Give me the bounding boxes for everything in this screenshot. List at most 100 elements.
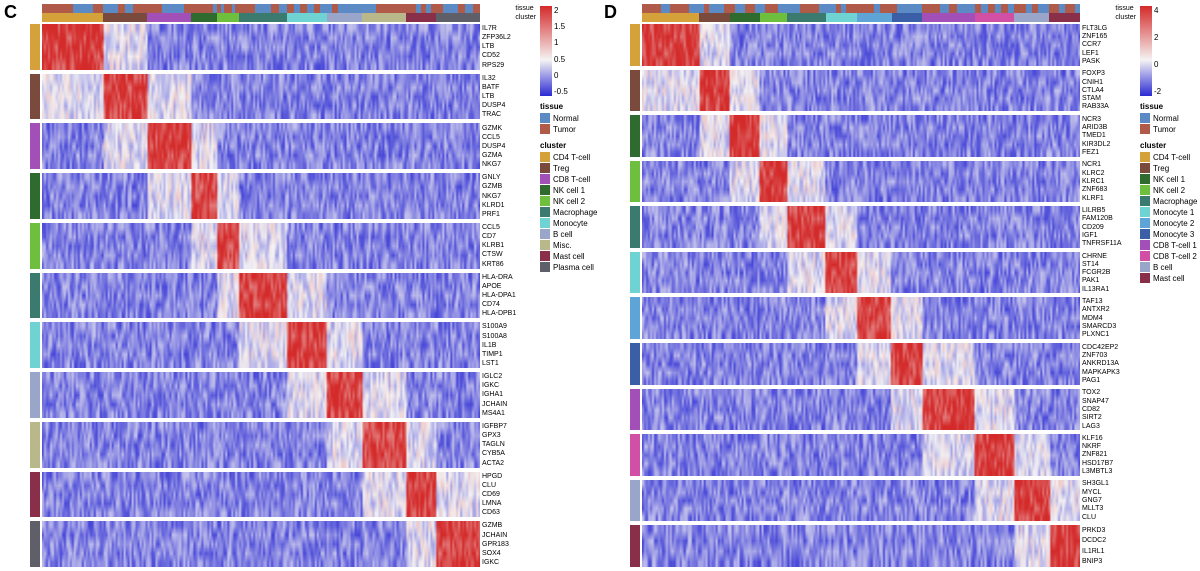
block-cluster-tag — [630, 24, 640, 66]
block-canvas: IGLC2IGKCIGHA1JCHAINMS4A1 — [42, 372, 480, 418]
block-canvas: NCR3ARID3BTMED1KIR3DL2FEZ1 — [642, 115, 1080, 157]
gene-label: HSD17B7 — [1082, 460, 1138, 467]
tissue-legend: tissueNormalTumor — [1140, 102, 1200, 135]
panel-label-c: C — [4, 2, 17, 23]
gene-label: HPGD — [482, 473, 538, 480]
annotation-rows: tissuecluster — [630, 4, 1080, 22]
gene-labels: NCR3ARID3BTMED1KIR3DL2FEZ1 — [1080, 115, 1138, 157]
block-cluster-tag — [630, 115, 640, 157]
gene-labels: FOXP3CNIH1CTLA4STAMRAB33A — [1080, 70, 1138, 112]
heatmap-block: TAF13ANTXR2MDM4SMARCD3PLXNC1 — [630, 297, 1080, 339]
legend-item: Monocyte 2 — [1140, 218, 1200, 228]
legend-item: CD4 T-cell — [540, 152, 600, 162]
cluster-annot-row — [42, 13, 480, 22]
gene-labels: GNLYGZMBNKG7KLRD1PRF1 — [480, 173, 538, 219]
gene-label: KLF16 — [1082, 435, 1138, 442]
legend-item: Monocyte — [540, 218, 600, 228]
block-cluster-tag — [30, 422, 40, 468]
gene-label: RPS29 — [482, 62, 538, 69]
gene-label: LILRB5 — [1082, 207, 1138, 214]
block-cluster-tag — [630, 161, 640, 203]
gene-label: HLA-DRA — [482, 274, 538, 281]
gene-label: RAB33A — [1082, 103, 1138, 110]
heatmap-block: NCR1KLRC2KLRC1ZNF683KLRF1 — [630, 161, 1080, 203]
gene-label: ZFP36L2 — [482, 34, 538, 41]
gene-labels: TOX2SNAP47CD82SIRT2LAG3 — [1080, 389, 1138, 431]
heatmap-block: LILRB5FAM120BCD209IGF1TNFRSF11A — [630, 206, 1080, 248]
gene-label: KLRD1 — [482, 202, 538, 209]
gene-label: GNLY — [482, 174, 538, 181]
gene-label: NKG7 — [482, 161, 538, 168]
gene-label: KLRF1 — [1082, 195, 1138, 202]
gene-label: CD52 — [482, 52, 538, 59]
legend-item: NK cell 2 — [540, 196, 600, 206]
heatmap-block: IGLC2IGKCIGHA1JCHAINMS4A1 — [30, 372, 480, 418]
block-cluster-tag — [30, 24, 40, 70]
heatmap-block: IGFBP7GPX3TAGLNCYB5AACTA2 — [30, 422, 480, 468]
cluster-legend: clusterCD4 T-cellTregNK cell 1NK cell 2M… — [1140, 141, 1200, 284]
heatmap-block: FOXP3CNIH1CTLA4STAMRAB33A — [630, 70, 1080, 112]
gene-label: ACTA2 — [482, 460, 538, 467]
gene-label: ZNF683 — [1082, 186, 1138, 193]
panel-c-content: tissuecluster IL7RZFP36L2LTBCD52RPS29IL32… — [30, 4, 600, 567]
block-cluster-tag — [630, 252, 640, 294]
gene-label: ZNF703 — [1082, 352, 1138, 359]
gene-label: JCHAIN — [482, 532, 538, 539]
heatmap-block: S100A9S100A8IL1BTIMP1LST1 — [30, 322, 480, 368]
block-cluster-tag — [630, 70, 640, 112]
gene-label: TAF13 — [1082, 298, 1138, 305]
gene-label: S100A8 — [482, 333, 538, 340]
heatmap-block: HLA-DRAAPOEHLA-DPA1CD74HLA-DPB1 — [30, 273, 480, 319]
block-cluster-tag — [630, 434, 640, 476]
block-cluster-tag — [30, 273, 40, 319]
gene-label: DUSP4 — [482, 143, 538, 150]
block-cluster-tag — [630, 343, 640, 385]
tissue-annot-row — [42, 4, 480, 13]
gene-label: TMED1 — [1082, 132, 1138, 139]
block-canvas: CDC42EP2ZNF703ANKRD13AMAPKAPK3PAG1 — [642, 343, 1080, 385]
gene-label: LEF1 — [1082, 50, 1138, 57]
heatmap-block: HPGDCLUCD69LMNACD63 — [30, 472, 480, 518]
heatmap-blocks: IL7RZFP36L2LTBCD52RPS29IL32BATFLTBDUSP4T… — [30, 24, 480, 567]
legend-item: Tumor — [540, 124, 600, 134]
gene-label: IGKC — [482, 559, 538, 566]
heatmap-block: PRKD3DCDC2IL1RL1BNIP3 — [630, 525, 1080, 567]
gene-label: TIMP1 — [482, 351, 538, 358]
gene-label: IGLC2 — [482, 373, 538, 380]
gene-label: CLU — [1082, 514, 1138, 521]
gene-label: HLA-DPB1 — [482, 310, 538, 317]
block-canvas: CCL5CD7KLRB1CTSWKRT86 — [42, 223, 480, 269]
gene-label: PRKD3 — [1082, 527, 1138, 534]
heatmap-c: tissuecluster IL7RZFP36L2LTBCD52RPS29IL32… — [30, 4, 480, 567]
legend-item: CD8 T-cell 2 — [1140, 251, 1200, 261]
block-cluster-tag — [30, 74, 40, 120]
heatmap-block: SH3GL1MYCLGNG7MLLT3CLU — [630, 480, 1080, 522]
annotation-rows: tissuecluster — [30, 4, 480, 22]
block-canvas: GZMKCCL5DUSP4GZMANKG7 — [42, 123, 480, 169]
gene-label: BATF — [482, 84, 538, 91]
gene-label: BNIP3 — [1082, 558, 1138, 565]
gene-label: FCGR2B — [1082, 269, 1138, 276]
legend-item: Monocyte 3 — [1140, 229, 1200, 239]
block-canvas: CHRNEST14FCGR2BPAK1IL13RA1 — [642, 252, 1080, 294]
block-cluster-tag — [630, 525, 640, 567]
block-canvas: SH3GL1MYCLGNG7MLLT3CLU — [642, 480, 1080, 522]
block-cluster-tag — [630, 480, 640, 522]
legend-item: Normal — [1140, 113, 1200, 123]
gene-label: ANTXR2 — [1082, 306, 1138, 313]
block-canvas: LILRB5FAM120BCD209IGF1TNFRSF11A — [642, 206, 1080, 248]
legend-item: Misc. — [540, 240, 600, 250]
gene-label: LTB — [482, 43, 538, 50]
gene-label: NCR3 — [1082, 116, 1138, 123]
gene-label: KIR3DL2 — [1082, 141, 1138, 148]
gene-label: GZMB — [482, 522, 538, 529]
annot-row-labels: tissuecluster — [1115, 4, 1136, 22]
gene-labels: KLF16NKRFZNF821HSD17B7L3MBTL3 — [1080, 434, 1138, 476]
block-cluster-tag — [30, 123, 40, 169]
gene-label: ANKRD13A — [1082, 360, 1138, 367]
gene-label: SH3GL1 — [1082, 480, 1138, 487]
gene-label: MDM4 — [1082, 315, 1138, 322]
gene-labels: IGLC2IGKCIGHA1JCHAINMS4A1 — [480, 372, 538, 418]
gene-label: S100A9 — [482, 323, 538, 330]
legend-item: Mast cell — [540, 251, 600, 261]
